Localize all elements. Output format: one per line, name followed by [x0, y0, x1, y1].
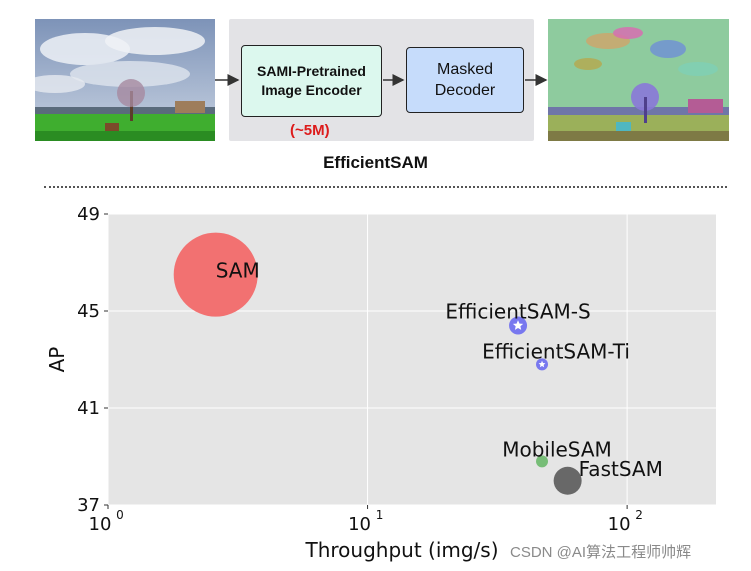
y-tick-label: 37 — [77, 495, 100, 516]
point-label: FastSAM — [579, 457, 663, 481]
output-image — [548, 19, 729, 141]
decoder-label-line1: Masked — [436, 61, 494, 78]
x-tick-exponent: 2 — [635, 508, 643, 522]
x-tick-exponent: 0 — [116, 508, 124, 522]
y-axis-label: AP — [45, 347, 69, 373]
section-divider — [44, 186, 727, 188]
star-icon — [538, 360, 546, 368]
encoder-params-label: (~5M) — [290, 122, 330, 139]
point-label: SAM — [216, 259, 260, 283]
x-tick-label: 10 — [608, 514, 631, 535]
point-label: EfficientSAM-Ti — [482, 339, 630, 363]
point-fastsam — [553, 466, 582, 495]
encoder-label-line1: SAMI-Pretrained — [257, 63, 366, 79]
point-label: MobileSAM — [502, 437, 612, 461]
point-sam — [173, 232, 258, 317]
x-axis-label: Throughput (img/s) — [304, 538, 498, 562]
pipeline-caption: EfficientSAM — [323, 153, 428, 172]
axes: 10 0 10 1 10 2 37 41 45 49 — [77, 204, 643, 535]
decoder-label-line2: Decoder — [434, 82, 496, 99]
point-mobilesam — [536, 455, 549, 468]
y-tick-label: 49 — [77, 204, 100, 225]
point-label: EfficientSAM-S — [445, 300, 590, 324]
y-tick-label: 41 — [77, 398, 100, 419]
input-landscape-photo — [35, 19, 215, 141]
image-encoder-box: SAMI-Pretrained Image Encoder — [241, 45, 382, 117]
watermark: CSDN @AI算法工程师帅辉 — [510, 544, 692, 561]
star-icon — [512, 320, 524, 330]
data-points: SAM EfficientSAM-S EfficientSAM-Ti MobileSA… — [173, 232, 663, 495]
x-tick-label: 10 — [89, 514, 112, 535]
masked-decoder-box: Masked Decoder — [406, 47, 524, 113]
segmented-landscape-photo — [548, 19, 729, 141]
x-tick-label: 10 — [348, 514, 371, 535]
x-tick-exponent: 1 — [376, 508, 384, 522]
y-tick-label: 45 — [77, 301, 100, 322]
grid-lines — [107, 213, 716, 506]
encoder-label-line2: Image Encoder — [261, 82, 362, 98]
input-image — [35, 19, 215, 141]
